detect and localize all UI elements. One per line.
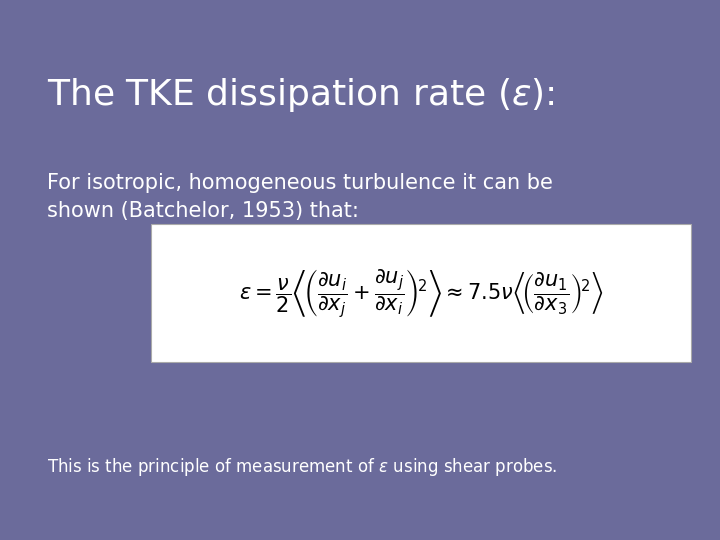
- Text: For isotropic, homogeneous turbulence it can be
shown (Batchelor, 1953) that:: For isotropic, homogeneous turbulence it…: [47, 173, 553, 221]
- FancyBboxPatch shape: [151, 224, 691, 362]
- Text: This is the principle of measurement of $\varepsilon$ using shear probes.: This is the principle of measurement of …: [47, 456, 557, 478]
- Text: The TKE dissipation rate ($\varepsilon$):: The TKE dissipation rate ($\varepsilon$)…: [47, 76, 554, 113]
- Text: $\varepsilon = \dfrac{\nu}{2}\left\langle\!\left(\dfrac{\partial u_i}{\partial x: $\varepsilon = \dfrac{\nu}{2}\left\langl…: [239, 268, 603, 321]
